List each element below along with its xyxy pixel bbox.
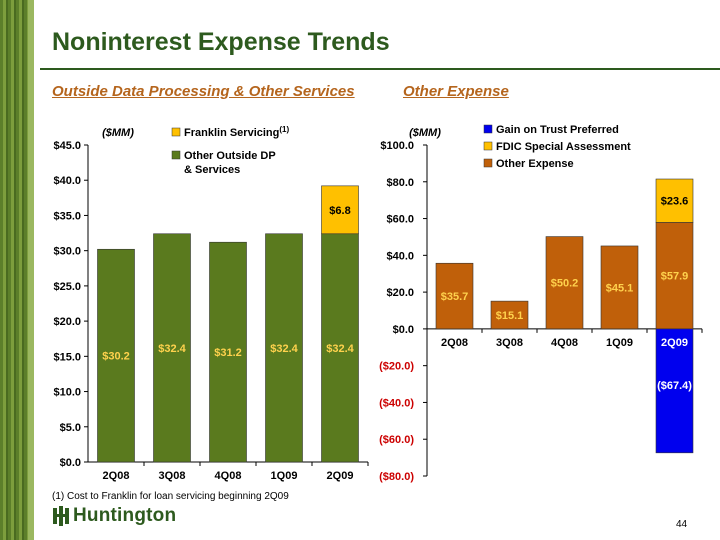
y-tick-label: $80.0 — [386, 177, 414, 189]
y-tick-label: $30.0 — [53, 246, 81, 258]
y-tick-label: $0.0 — [60, 457, 81, 469]
x-tick-label: 2Q08 — [103, 470, 130, 482]
y-tick-label: $100.0 — [380, 140, 414, 152]
y-tick-label: ($20.0) — [379, 361, 414, 373]
legend-swatch-other-expense — [483, 158, 493, 168]
bar-other-outside-dp — [321, 233, 359, 463]
legend-label-other-outside-dp-line1: Other Outside DP — [184, 150, 276, 162]
y-tick-label: $20.0 — [386, 287, 414, 299]
y-tick-label: $45.0 — [53, 140, 81, 152]
bar-other-expense — [600, 245, 639, 330]
x-tick-label: 1Q09 — [606, 337, 633, 349]
bar-value-label: $32.4 — [270, 343, 298, 355]
y-tick-label: $20.0 — [53, 316, 81, 328]
footnote: (1) Cost to Franklin for loan servicing … — [52, 491, 289, 502]
x-tick-label: 2Q09 — [327, 470, 354, 482]
huntington-logo: Huntington — [52, 505, 176, 527]
bar-other-expense — [655, 222, 694, 330]
y-tick-label: $5.0 — [60, 422, 81, 434]
y-unit-label: ($MM) — [409, 127, 441, 139]
bar-other-expense — [490, 300, 529, 330]
y-tick-label: $0.0 — [393, 324, 414, 336]
x-tick-label: 4Q08 — [551, 337, 578, 349]
y-tick-label: $35.0 — [53, 210, 81, 222]
bar-value-label: $23.6 — [661, 196, 689, 208]
bar-other-outside-dp — [153, 233, 191, 463]
bar-value-label: $6.8 — [329, 205, 350, 217]
x-tick-label: 3Q08 — [496, 337, 523, 349]
bar-other-outside-dp — [97, 248, 135, 463]
y-tick-label: $10.0 — [53, 387, 81, 399]
y-tick-label: $40.0 — [53, 175, 81, 187]
y-tick-label: ($40.0) — [379, 397, 414, 409]
huntington-logo-icon — [53, 506, 69, 526]
bar-other-expense — [545, 236, 584, 330]
page-number: 44 — [676, 519, 688, 530]
bar-value-label: $32.4 — [326, 343, 354, 355]
decorative-side-stripes — [0, 0, 28, 540]
bar-fdic-special-assessment — [655, 178, 694, 223]
logo-wordmark: Huntington — [73, 505, 177, 526]
bar-value-label: $15.1 — [496, 310, 524, 322]
bar-value-label: $57.9 — [661, 271, 689, 283]
bar-gain-on-trust-preferred — [655, 328, 694, 454]
bar-other-expense — [435, 262, 474, 330]
title-divider — [40, 68, 720, 70]
legend-label-gain-on-trust-preferred: Gain on Trust Preferred — [496, 124, 619, 136]
right-chart-subtitle: Other Expense — [403, 83, 509, 100]
y-tick-label: ($80.0) — [379, 471, 414, 483]
y-tick-label: ($60.0) — [379, 434, 414, 446]
y-tick-label: $25.0 — [53, 281, 81, 293]
bar-other-outside-dp — [209, 241, 247, 463]
bar-franklin-servicing — [321, 185, 359, 235]
legend-swatch-gain-on-trust-preferred — [483, 124, 493, 134]
bar-value-label: $30.2 — [102, 351, 130, 363]
legend-label-other-expense: Other Expense — [496, 158, 574, 170]
slide-title: Noninterest Expense Trends — [52, 28, 390, 56]
y-tick-label: $15.0 — [53, 351, 81, 363]
bar-value-label: $50.2 — [551, 278, 579, 290]
bar-value-label: $45.1 — [606, 282, 634, 294]
x-tick-label: 2Q08 — [441, 337, 468, 349]
bar-value-label: $35.7 — [441, 291, 469, 303]
legend-label-other-outside-dp-line2: & Services — [184, 164, 240, 176]
x-tick-label: 3Q08 — [159, 470, 186, 482]
y-tick-label: $60.0 — [386, 214, 414, 226]
x-tick-label: 4Q08 — [215, 470, 242, 482]
bar-other-outside-dp — [265, 233, 303, 463]
bar-value-label: ($67.4) — [657, 380, 692, 392]
legend-swatch-other-outside-dp — [171, 150, 181, 160]
legend-swatch-fdic-special-assessment — [483, 141, 493, 151]
x-tick-label: 1Q09 — [271, 470, 298, 482]
legend-swatch-franklin — [171, 127, 181, 137]
decorative-side-band — [28, 0, 34, 540]
legend-label-franklin: Franklin Servicing(1) — [184, 125, 289, 139]
y-unit-label: ($MM) — [102, 127, 134, 139]
left-chart-subtitle: Outside Data Processing & Other Services — [52, 83, 355, 100]
legend-label-fdic-special-assessment: FDIC Special Assessment — [496, 141, 631, 153]
x-tick-label: 2Q09 — [661, 337, 688, 349]
bar-value-label: $32.4 — [158, 343, 186, 355]
y-tick-label: $40.0 — [386, 250, 414, 262]
bar-value-label: $31.2 — [214, 347, 242, 359]
